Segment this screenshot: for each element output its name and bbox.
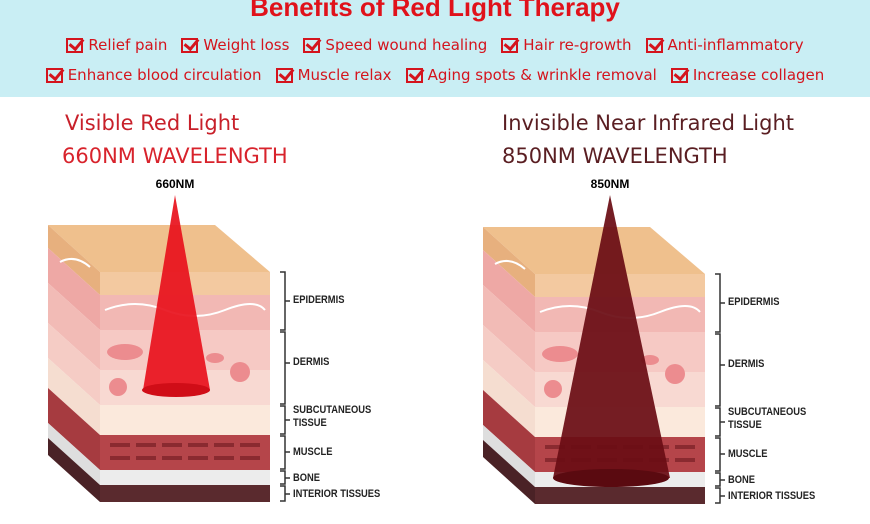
header-band (0, 0, 870, 97)
benefit-text: Enhance blood circulation (67, 66, 262, 84)
benefits-row: Relief pain Weight loss Speed wound heal… (0, 36, 870, 54)
benefit-text: Weight loss (203, 36, 290, 54)
beam-base (142, 383, 210, 397)
beam (553, 195, 670, 478)
benefit-text: Muscle relax (297, 66, 392, 84)
panel-title: Invisible Near Infrared Light (502, 111, 795, 135)
beam-label: 850NM (591, 177, 630, 191)
layer-label: EPIDERMIS (728, 296, 780, 308)
benefit-text: Aging spots & wrinkle removal (427, 66, 657, 84)
layer-label: INTERIOR TISSUES (293, 488, 381, 500)
benefit: Muscle relax (275, 66, 392, 84)
beam-base (553, 469, 669, 487)
beam (143, 195, 210, 390)
benefit: Relief pain (66, 36, 167, 54)
benefit-text: Anti-inflammatory (667, 36, 804, 54)
benefit-text: Relief pain (88, 36, 168, 54)
benefit: Speed wound healing (303, 36, 487, 54)
benefit-text: Hair re-growth (523, 36, 632, 54)
benefit: Aging spots & wrinkle removal (405, 66, 657, 84)
benefit: Enhance blood circulation (45, 66, 262, 84)
layer-label: EPIDERMIS (293, 294, 345, 306)
benefit: Hair re-growth (501, 36, 632, 54)
layer-label: DERMIS (293, 356, 330, 368)
title: Benefits of Red Light Therapy (250, 0, 620, 22)
layer-label: SUBCUTANEOUS TISSUE (293, 404, 372, 429)
benefit-text: Speed wound healing (325, 36, 488, 54)
layer-label: BONE (293, 472, 321, 484)
layer-label: DERMIS (728, 358, 765, 370)
layer-label: INTERIOR TISSUES (728, 490, 816, 502)
benefit: Anti-inflammatory (645, 36, 804, 54)
panel-wavelength: 850NM WAVELENGTH (502, 144, 728, 168)
layer-label: MUSCLE (728, 448, 768, 460)
layer-label: SUBCUTANEOUS TISSUE (728, 406, 807, 431)
beam-label: 660NM (156, 177, 195, 191)
benefits-row: Enhance blood circulation Muscle relax A… (0, 66, 870, 84)
panel-wavelength: 660NM WAVELENGTH (62, 144, 288, 168)
layer-label: MUSCLE (293, 446, 333, 458)
benefit-text: Increase collagen (692, 66, 825, 84)
benefit: Increase collagen (670, 66, 825, 84)
benefit: Weight loss (181, 36, 289, 54)
panel-title: Visible Red Light (65, 111, 240, 135)
layer-label: BONE (728, 474, 756, 486)
